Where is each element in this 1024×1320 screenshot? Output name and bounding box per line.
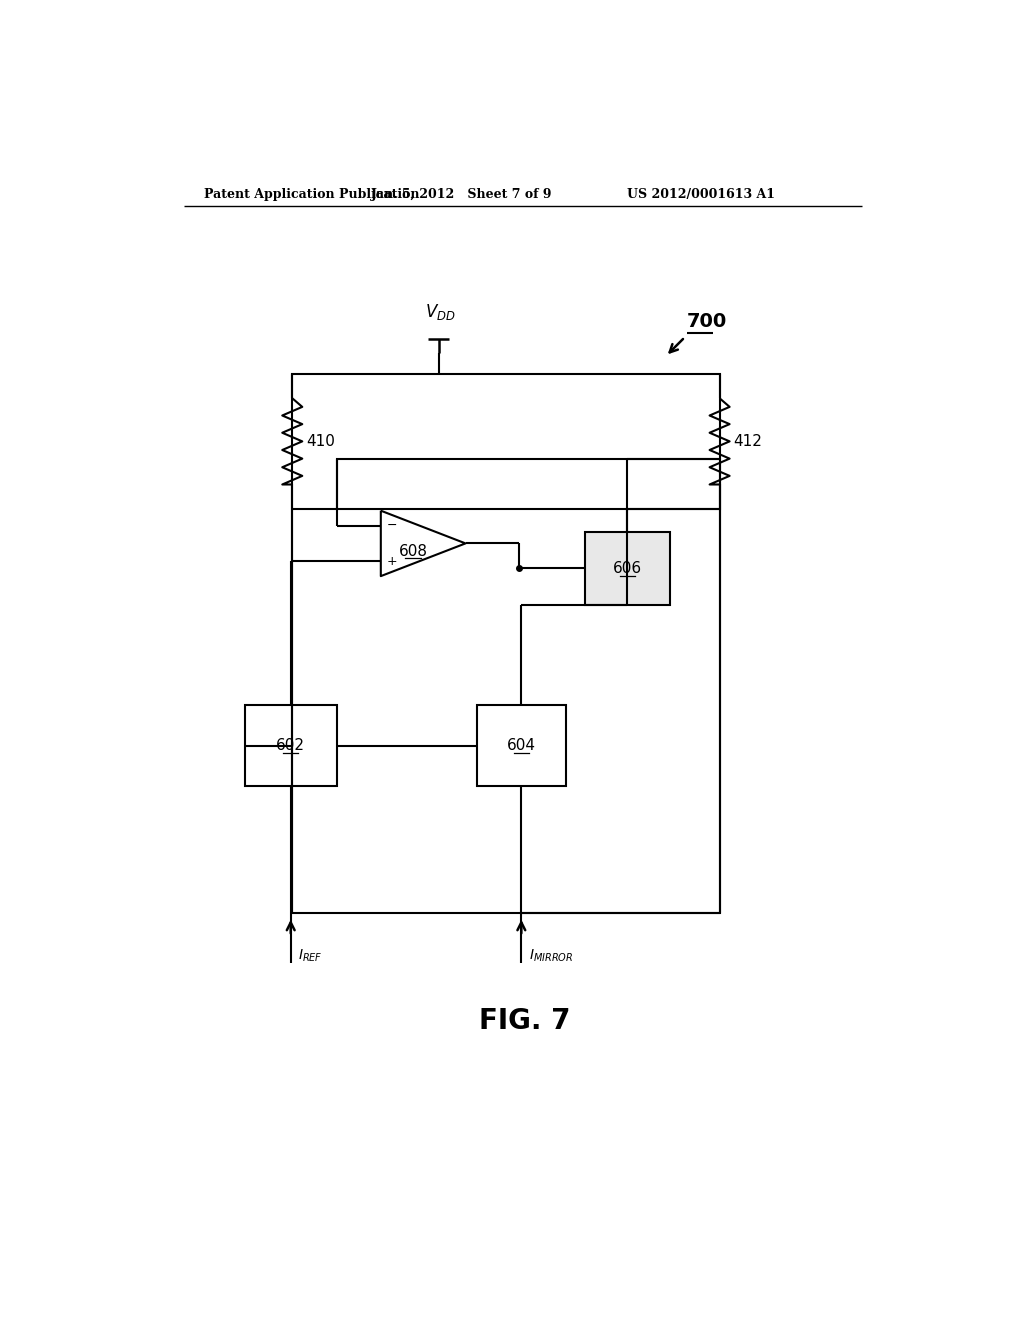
Text: −: − [387,519,397,532]
Text: Jan. 5, 2012   Sheet 7 of 9: Jan. 5, 2012 Sheet 7 of 9 [371,187,552,201]
Text: $I_{REF}$: $I_{REF}$ [298,948,324,964]
Text: FIG. 7: FIG. 7 [479,1007,570,1035]
Text: 602: 602 [276,738,305,752]
Text: 412: 412 [733,434,762,449]
Text: 700: 700 [686,312,727,331]
Bar [477,705,565,785]
Bar [292,374,720,913]
Text: 608: 608 [398,544,427,558]
Bar [337,459,720,508]
Text: Patent Application Publication: Patent Application Publication [204,187,419,201]
Bar [585,532,670,605]
Text: 410: 410 [306,434,335,449]
Text: 604: 604 [507,738,536,752]
Text: US 2012/0001613 A1: US 2012/0001613 A1 [628,187,775,201]
Text: +: + [387,554,397,568]
Text: 606: 606 [612,561,642,576]
Bar [245,705,337,785]
Text: $I_{MIRROR}$: $I_{MIRROR}$ [529,948,573,964]
Text: $V_{DD}$: $V_{DD}$ [425,302,456,322]
